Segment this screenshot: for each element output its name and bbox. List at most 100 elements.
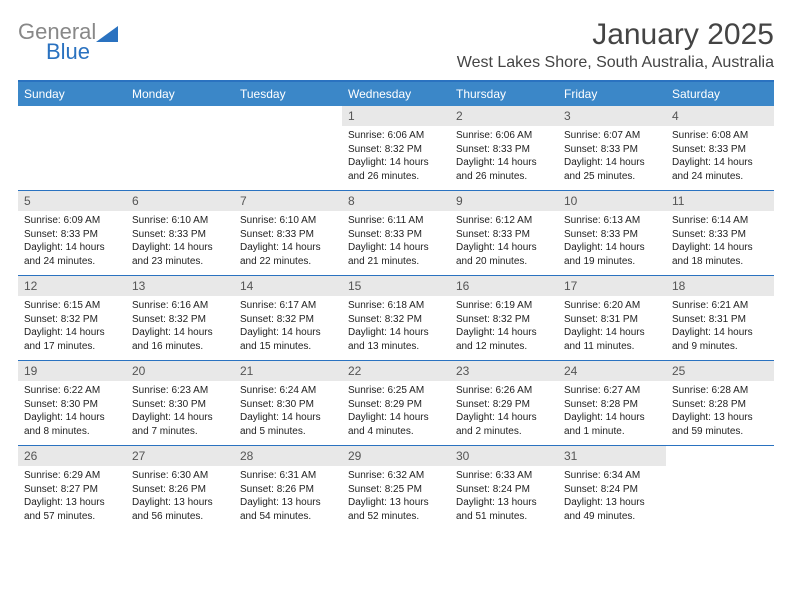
- sunset-line: Sunset: 8:26 PM: [240, 483, 336, 497]
- day-number: 20: [126, 361, 234, 381]
- calendar-day: 29Sunrise: 6:32 AMSunset: 8:25 PMDayligh…: [342, 446, 450, 530]
- day-number: 17: [558, 276, 666, 296]
- calendar-day: 15Sunrise: 6:18 AMSunset: 8:32 PMDayligh…: [342, 276, 450, 360]
- sunset-line: Sunset: 8:33 PM: [564, 143, 660, 157]
- weekday-header: Friday: [558, 82, 666, 106]
- sunrise-line: Sunrise: 6:07 AM: [564, 129, 660, 143]
- calendar-day: 22 Sunrise: 6:25 AMSunset: 8:29 PMDayligh…: [342, 361, 450, 445]
- logo: GeneralBlue: [18, 22, 118, 62]
- daylight-line: Daylight: 14 hours and 12 minutes.: [456, 326, 552, 353]
- day-body: Sunrise: 6:06 AMSunset: 8:32 PMDaylight:…: [342, 126, 450, 187]
- calendar-day-empty: [126, 106, 234, 190]
- day-number: 4: [666, 106, 774, 126]
- day-number: 27: [126, 446, 234, 466]
- calendar: SundayMondayTuesdayWednesdayThursdayFrid…: [18, 80, 774, 530]
- daylight-line: Daylight: 14 hours and 1 minute.: [564, 411, 660, 438]
- daylight-line: Daylight: 14 hours and 17 minutes.: [24, 326, 120, 353]
- logo-text-blue: Blue: [46, 42, 118, 62]
- daylight-line: Daylight: 14 hours and 15 minutes.: [240, 326, 336, 353]
- day-body: Sunrise: 6:29 AMSunset: 8:27 PMDaylight:…: [18, 466, 126, 527]
- day-number: 30: [450, 446, 558, 466]
- sunrise-line: Sunrise: 6:27 AM: [564, 384, 660, 398]
- day-body: Sunrise: 6:21 AMSunset: 8:31 PMDaylight:…: [666, 296, 774, 357]
- sunrise-line: Sunrise: 6:25 AM: [348, 384, 444, 398]
- daylight-line: Daylight: 14 hours and 22 minutes.: [240, 241, 336, 268]
- sunrise-line: Sunrise: 6:33 AM: [456, 469, 552, 483]
- day-body: Sunrise: 6:09 AMSunset: 8:33 PMDaylight:…: [18, 211, 126, 272]
- calendar-day: 19Sunrise: 6:22 AMSunset: 8:30 PMDayligh…: [18, 361, 126, 445]
- sunset-line: Sunset: 8:33 PM: [348, 228, 444, 242]
- calendar-day: 21Sunrise: 6:24 AMSunset: 8:30 PMDayligh…: [234, 361, 342, 445]
- week-row: 19Sunrise: 6:22 AMSunset: 8:30 PMDayligh…: [18, 361, 774, 446]
- sunrise-line: Sunrise: 6:10 AM: [132, 214, 228, 228]
- day-number: 9: [450, 191, 558, 211]
- weekday-header: Monday: [126, 82, 234, 106]
- daylight-line: Daylight: 14 hours and 23 minutes.: [132, 241, 228, 268]
- sunset-line: Sunset: 8:33 PM: [456, 228, 552, 242]
- sunset-line: Sunset: 8:33 PM: [456, 143, 552, 157]
- day-number: 25: [666, 361, 774, 381]
- sunset-line: Sunset: 8:29 PM: [348, 398, 444, 412]
- daylight-line: Daylight: 13 hours and 57 minutes.: [24, 496, 120, 523]
- week-row: 12Sunrise: 6:15 AMSunset: 8:32 PMDayligh…: [18, 276, 774, 361]
- day-number: 10: [558, 191, 666, 211]
- calendar-day: 14Sunrise: 6:17 AMSunset: 8:32 PMDayligh…: [234, 276, 342, 360]
- day-number: 22: [342, 361, 450, 381]
- sunset-line: Sunset: 8:33 PM: [132, 228, 228, 242]
- day-number: 14: [234, 276, 342, 296]
- sunset-line: Sunset: 8:28 PM: [564, 398, 660, 412]
- sunrise-line: Sunrise: 6:06 AM: [348, 129, 444, 143]
- calendar-day: 7Sunrise: 6:10 AMSunset: 8:33 PMDaylight…: [234, 191, 342, 275]
- day-body: Sunrise: 6:14 AMSunset: 8:33 PMDaylight:…: [666, 211, 774, 272]
- sunrise-line: Sunrise: 6:28 AM: [672, 384, 768, 398]
- daylight-line: Daylight: 14 hours and 2 minutes.: [456, 411, 552, 438]
- day-body: Sunrise: 6:23 AMSunset: 8:30 PMDaylight:…: [126, 381, 234, 442]
- daylight-line: Daylight: 14 hours and 24 minutes.: [672, 156, 768, 183]
- calendar-day: 3Sunrise: 6:07 AMSunset: 8:33 PMDaylight…: [558, 106, 666, 190]
- weekday-header: Saturday: [666, 82, 774, 106]
- weekday-header: Tuesday: [234, 82, 342, 106]
- day-body: Sunrise: 6:24 AMSunset: 8:30 PMDaylight:…: [234, 381, 342, 442]
- calendar-day: 12Sunrise: 6:15 AMSunset: 8:32 PMDayligh…: [18, 276, 126, 360]
- day-number: 19: [18, 361, 126, 381]
- sunset-line: Sunset: 8:33 PM: [240, 228, 336, 242]
- sunset-line: Sunset: 8:32 PM: [348, 313, 444, 327]
- day-body: Sunrise: 6:18 AMSunset: 8:32 PMDaylight:…: [342, 296, 450, 357]
- daylight-line: Daylight: 14 hours and 16 minutes.: [132, 326, 228, 353]
- daylight-line: Daylight: 13 hours and 49 minutes.: [564, 496, 660, 523]
- daylight-line: Daylight: 14 hours and 5 minutes.: [240, 411, 336, 438]
- sunrise-line: Sunrise: 6:24 AM: [240, 384, 336, 398]
- sunset-line: Sunset: 8:30 PM: [24, 398, 120, 412]
- calendar-day: 17Sunrise: 6:20 AMSunset: 8:31 PMDayligh…: [558, 276, 666, 360]
- sunrise-line: Sunrise: 6:14 AM: [672, 214, 768, 228]
- calendar-day: 10Sunrise: 6:13 AMSunset: 8:33 PMDayligh…: [558, 191, 666, 275]
- weekday-header-row: SundayMondayTuesdayWednesdayThursdayFrid…: [18, 82, 774, 106]
- day-number: 13: [126, 276, 234, 296]
- day-number: 26: [18, 446, 126, 466]
- sunrise-line: Sunrise: 6:09 AM: [24, 214, 120, 228]
- sunrise-line: Sunrise: 6:26 AM: [456, 384, 552, 398]
- calendar-day: 6Sunrise: 6:10 AMSunset: 8:33 PMDaylight…: [126, 191, 234, 275]
- day-number: 7: [234, 191, 342, 211]
- calendar-day: 8Sunrise: 6:11 AMSunset: 8:33 PMDaylight…: [342, 191, 450, 275]
- day-number: 31: [558, 446, 666, 466]
- daylight-line: Daylight: 14 hours and 11 minutes.: [564, 326, 660, 353]
- day-number: 23: [450, 361, 558, 381]
- month-title: January 2025: [457, 18, 774, 52]
- day-body: Sunrise: 6:34 AMSunset: 8:24 PMDaylight:…: [558, 466, 666, 527]
- daylight-line: Daylight: 14 hours and 4 minutes.: [348, 411, 444, 438]
- day-body: Sunrise: 6:11 AMSunset: 8:33 PMDaylight:…: [342, 211, 450, 272]
- title-block: January 2025 West Lakes Shore, South Aus…: [457, 18, 774, 72]
- sunset-line: Sunset: 8:32 PM: [24, 313, 120, 327]
- daylight-line: Daylight: 14 hours and 25 minutes.: [564, 156, 660, 183]
- day-body: Sunrise: 6:33 AMSunset: 8:24 PMDaylight:…: [450, 466, 558, 527]
- weekday-header: Sunday: [18, 82, 126, 106]
- day-body: Sunrise: 6:06 AMSunset: 8:33 PMDaylight:…: [450, 126, 558, 187]
- day-number: 1: [342, 106, 450, 126]
- daylight-line: Daylight: 14 hours and 18 minutes.: [672, 241, 768, 268]
- day-body: Sunrise: 6:15 AMSunset: 8:32 PMDaylight:…: [18, 296, 126, 357]
- daylight-line: Daylight: 13 hours and 56 minutes.: [132, 496, 228, 523]
- daylight-line: Daylight: 13 hours and 54 minutes.: [240, 496, 336, 523]
- day-body: Sunrise: 6:13 AMSunset: 8:33 PMDaylight:…: [558, 211, 666, 272]
- day-body: Sunrise: 6:27 AMSunset: 8:28 PMDaylight:…: [558, 381, 666, 442]
